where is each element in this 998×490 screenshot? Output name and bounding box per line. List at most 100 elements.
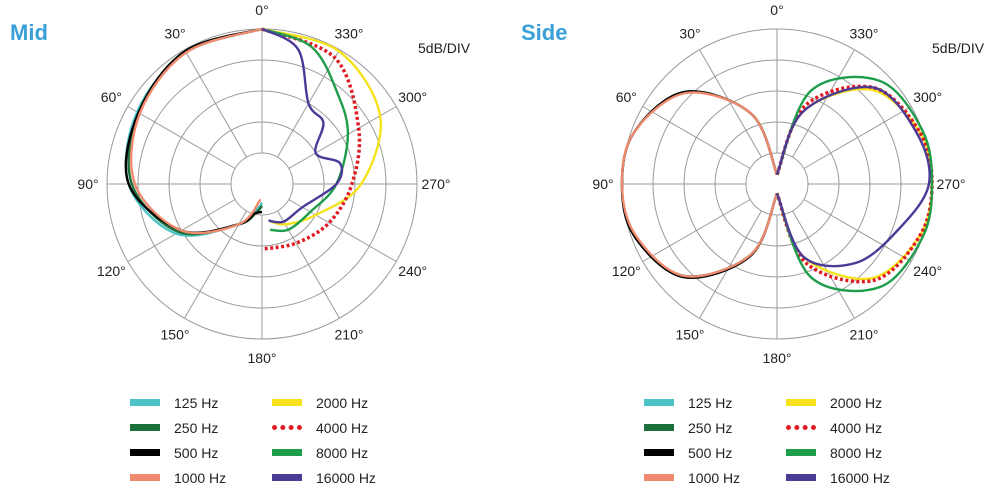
legend-item: 2000 Hz [272,390,422,415]
angle-label: 270° [937,176,966,192]
angle-label: 240° [398,263,427,279]
mid-polar-panel: Mid 5dB/DIV 0° 30° 60° 90° 120° 150° 180° 210° 2… [0,0,499,486]
polar-grid [106,28,418,340]
angle-label: 300° [398,89,427,105]
legend-item: 1000 Hz [644,465,794,490]
grid-spoke [642,199,751,262]
angle-label: 180° [763,350,792,366]
legend-label: 2000 Hz [316,394,369,411]
legend-label: 8000 Hz [316,444,369,461]
legend-label: 125 Hz [174,394,219,411]
chart-title: Side [521,20,568,45]
angle-label: 90° [592,176,613,192]
legend-label: 8000 Hz [830,444,883,461]
legend-item: 4000 Hz [272,415,422,440]
angle-label: 180° [248,350,277,366]
legend-label: 125 Hz [688,394,733,411]
series-250hz [127,27,263,236]
angle-label: 270° [422,176,451,192]
legend-swatch [272,399,302,406]
grid-spoke [803,106,912,169]
legend-item: 250 Hz [130,415,280,440]
legend-swatch [644,424,674,431]
grid-spoke [184,210,247,319]
series-8000hz [261,27,350,233]
angle-label: 120° [97,263,126,279]
legend-label: 500 Hz [688,444,733,461]
angle-label: 30° [679,25,700,41]
legend-item: 2000 Hz [786,390,936,415]
angle-label: 30° [164,25,185,41]
legend-column: 2000 Hz 4000 Hz 8000 Hz 16000 Hz [786,390,936,490]
grid-spoke [642,106,751,169]
polar-grid [621,28,933,340]
legend-swatch [644,399,674,406]
grid-ring [745,152,809,216]
angle-label: 150° [161,327,190,343]
legend-column: 125 Hz 250 Hz 500 Hz 1000 Hz [644,390,794,490]
series-16000hz [775,85,931,268]
series-4000hz [775,84,934,284]
legend-label: 500 Hz [174,444,219,461]
legend-label: 2000 Hz [830,394,883,411]
legend-label: 16000 Hz [316,469,376,486]
legend-column: 125 Hz 250 Hz 500 Hz 1000 Hz [130,390,280,490]
series-2000hz [261,27,383,226]
legend-swatch [272,425,302,430]
grid-spoke [288,199,397,262]
legend-swatch [130,424,160,431]
chart-title: Mid [10,20,48,45]
angle-label: 210° [850,327,879,343]
angle-label: 240° [913,263,942,279]
legend-swatch [272,449,302,456]
angle-label: 330° [850,25,879,41]
legend-item: 500 Hz [130,440,280,465]
angle-label: 330° [335,25,364,41]
unit-label: 5dB/DIV [932,40,985,56]
legend-item: 500 Hz [644,440,794,465]
series-1000hz [130,27,263,235]
angle-label: 0° [255,2,268,18]
legend-item: 16000 Hz [786,465,936,490]
grid-spoke [184,49,247,158]
grid-spoke [699,210,762,319]
legend-item: 250 Hz [644,415,794,440]
side-polar-chart: 0° 30° 60° 90° 120° 150° 180° 210° 240° 270° 300° 3… [592,2,966,366]
side-polar-panel: Side 5dB/DIV 0° 30° 60° 90° 120° 150° 180° 210°… [499,0,998,486]
legend-item: 125 Hz [644,390,794,415]
legend-label: 1000 Hz [688,469,741,486]
legend-swatch [130,474,160,481]
series-1000hz [620,91,779,278]
angle-label: 300° [913,89,942,105]
grid-spoke [803,199,912,262]
legend-swatch [786,399,816,406]
legend-swatch [786,425,816,430]
legend-label: 1000 Hz [174,469,227,486]
legend-item: 16000 Hz [272,465,422,490]
series-8000hz [775,75,934,293]
legend-label: 16000 Hz [830,469,890,486]
legend-label: 250 Hz [688,419,733,436]
angle-label: 60° [101,89,122,105]
legend-column: 2000 Hz 4000 Hz 8000 Hz 16000 Hz [272,390,422,490]
legend-label: 4000 Hz [830,419,883,436]
grid-spoke [288,106,397,169]
angle-label: 60° [616,89,637,105]
legend-label: 250 Hz [174,419,219,436]
legend-swatch [786,474,816,481]
legend-item: 125 Hz [130,390,280,415]
grid-spoke [127,106,236,169]
angle-label: 90° [77,176,98,192]
grid-spoke [792,49,855,158]
series-500hz [124,27,263,234]
mid-polar-chart: 0° 30° 60° 90° 120° 150° 180° 210° 240° 270° 300° 3… [77,2,451,366]
angle-label: 150° [676,327,705,343]
grid-spoke [699,49,762,158]
legend-swatch [272,474,302,481]
angle-label: 210° [335,327,364,343]
unit-label: 5dB/DIV [418,40,471,56]
legend-item: 8000 Hz [786,440,936,465]
legend-swatch [644,474,674,481]
legend-item: 8000 Hz [272,440,422,465]
legend-swatch [130,449,160,456]
